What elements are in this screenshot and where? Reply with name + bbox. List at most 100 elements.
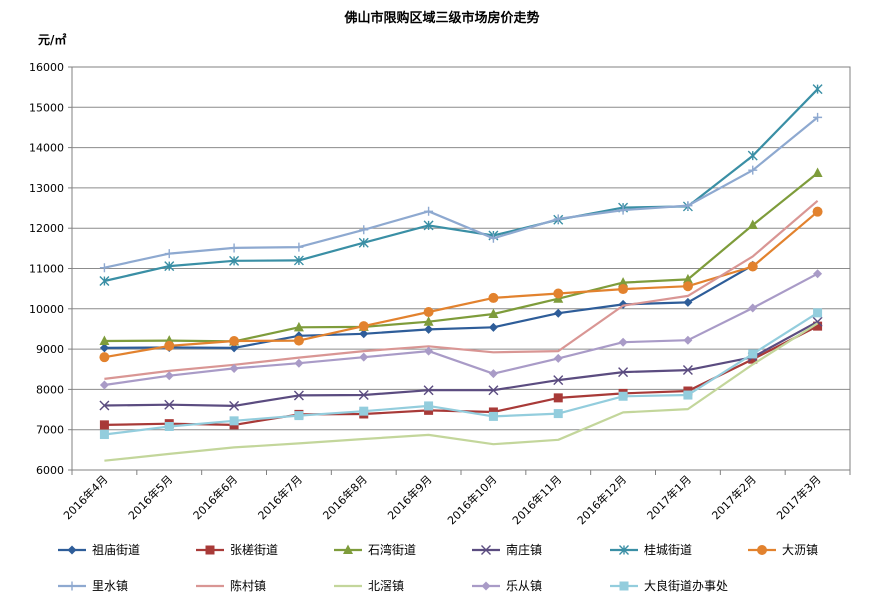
data-point [229,400,240,411]
legend-marker [757,545,767,555]
data-point [812,206,823,217]
legend-label: 北滘镇 [368,579,404,593]
legend-item: 大良街道办事处 [610,578,728,593]
data-point [229,243,239,253]
legend-label: 乐从镇 [506,579,542,593]
data-point [813,112,823,122]
data-point [423,316,434,326]
series-1 [99,260,758,353]
legend-item: 陈村镇 [196,578,266,593]
data-point [618,337,628,347]
data-point [99,400,110,411]
legend-marker [343,544,353,554]
data-point [164,399,175,410]
data-point [683,335,693,345]
data-point [164,421,174,431]
data-point [553,353,563,363]
chart-title: 佛山市限购区域三级市场房价走势 [343,10,539,26]
y-tick-label: 12000 [29,222,64,235]
data-point [682,281,693,292]
data-point [812,167,823,177]
data-point [683,201,693,211]
y-axis-unit-label: 元/㎡ [38,32,66,47]
series-4 [99,316,823,411]
series-line [104,311,819,436]
data-point [293,390,304,401]
data-point [293,335,304,346]
data-point [423,220,434,231]
data-point [813,321,823,331]
legend-item: 桂城街道 [610,542,692,557]
data-point [747,261,758,272]
data-point [553,393,563,403]
legend-label: 石湾街道 [368,542,416,557]
data-point [423,307,434,318]
data-point [424,346,434,356]
data-point [683,390,693,400]
legend-label: 陈村镇 [230,578,266,593]
data-point [359,406,369,416]
data-point [99,275,110,286]
data-point [488,385,499,396]
data-point [229,416,239,426]
data-point [358,390,369,401]
data-point [294,358,304,368]
data-point [359,352,369,362]
data-point [164,371,174,381]
legend-label: 张槎街道 [230,542,278,557]
data-point [618,391,628,401]
y-tick-label: 8000 [36,383,64,396]
y-tick-label: 10000 [29,303,64,316]
data-point [748,349,758,359]
legend-marker [67,545,77,555]
data-point [424,324,434,334]
data-point [359,225,369,235]
data-point [488,308,499,319]
data-point [618,284,629,295]
data-point [488,292,499,303]
legend-marker [619,581,629,591]
data-point [164,261,175,272]
series-7 [99,112,823,273]
series-group [99,84,823,462]
data-point [99,263,109,273]
series-line [104,322,819,462]
data-point [813,269,823,279]
series-line [104,88,819,283]
legend-item: 大沥镇 [748,543,818,557]
data-point [294,242,304,252]
data-point [747,219,758,229]
data-point [423,385,434,396]
series-8 [104,199,819,380]
legend-label: 南庄镇 [506,542,542,557]
y-tick-label: 16000 [29,61,64,74]
data-point [229,255,240,266]
data-point [99,343,109,353]
data-point [358,321,369,332]
legend-item: 石湾街道 [334,542,416,557]
data-point [553,409,563,419]
legend-label: 大沥镇 [782,543,818,557]
series-line [104,272,819,387]
legend-label: 祖庙街道 [92,542,140,557]
data-point [553,308,563,318]
data-point [424,401,434,411]
legend-item: 北滘镇 [334,579,404,593]
data-point [99,430,109,440]
data-point [553,375,564,386]
data-point [618,205,628,215]
legend-item: 里水镇 [58,579,128,593]
data-point [99,380,109,390]
data-point [748,303,758,313]
legend-item: 乐从镇 [472,579,542,593]
data-point [553,288,564,299]
data-point [488,411,498,421]
data-point [682,273,693,284]
data-point [813,308,823,318]
data-point [553,214,563,224]
data-point [294,411,304,421]
data-point [488,233,498,243]
data-point [424,206,434,216]
data-point [683,297,693,307]
